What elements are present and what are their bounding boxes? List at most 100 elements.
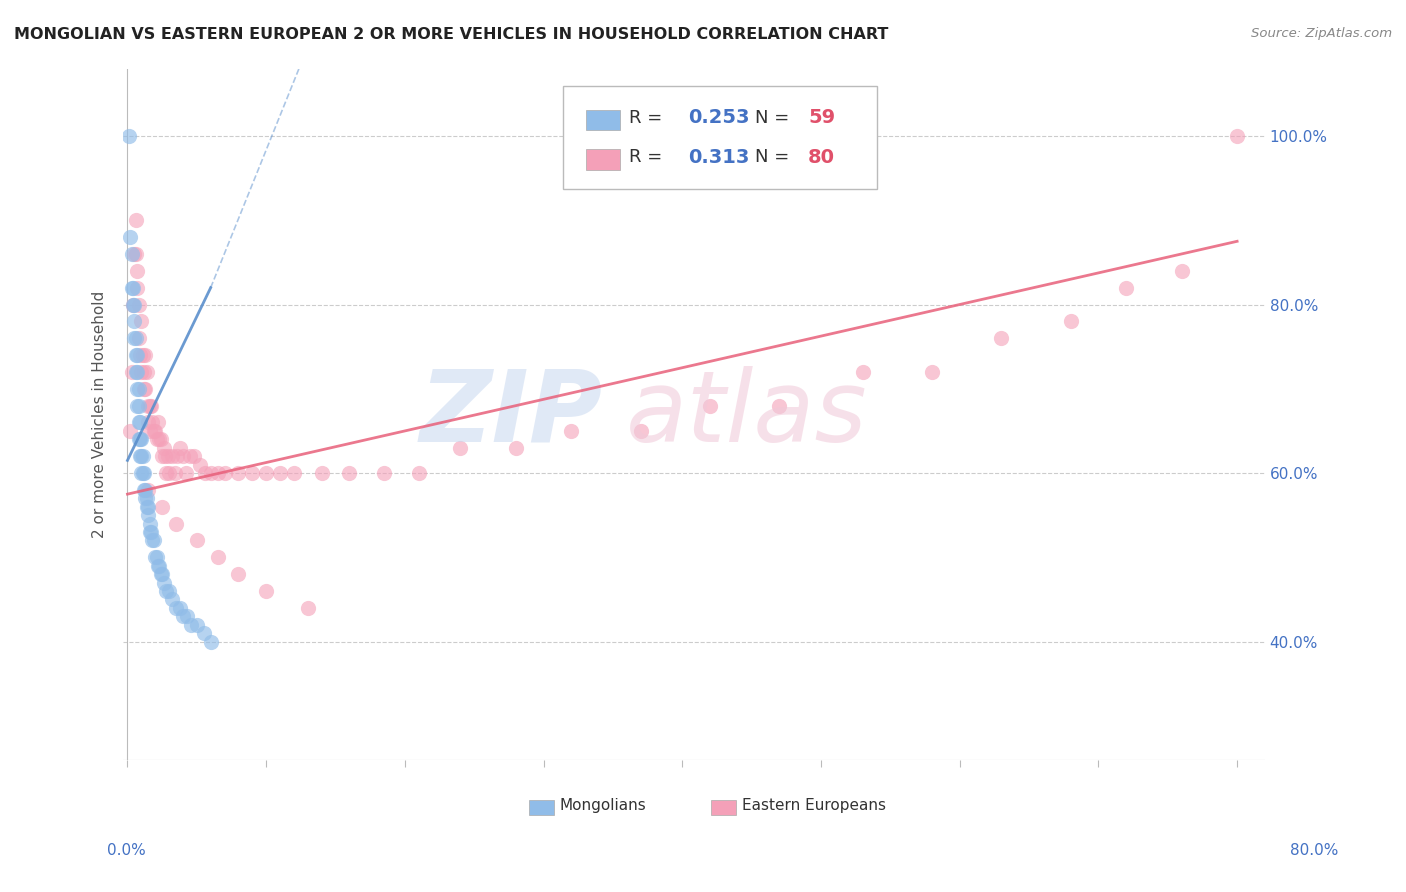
- Point: [160, 449, 183, 463]
- Point: [150, 567, 173, 582]
- Point: [127, 280, 149, 294]
- Point: [152, 441, 174, 455]
- Point: [125, 365, 148, 379]
- Point: [138, 524, 160, 539]
- Point: [132, 483, 155, 497]
- Point: [124, 297, 146, 311]
- Point: [125, 331, 148, 345]
- Point: [228, 466, 250, 480]
- Point: [129, 433, 152, 447]
- Point: [122, 297, 145, 311]
- Point: [1115, 280, 1137, 294]
- Point: [165, 601, 187, 615]
- Point: [921, 365, 943, 379]
- Point: [146, 558, 169, 573]
- Point: [125, 348, 148, 362]
- Point: [128, 382, 150, 396]
- Point: [1226, 128, 1249, 143]
- Point: [141, 533, 163, 548]
- Point: [131, 449, 153, 463]
- Point: [990, 331, 1012, 345]
- Point: [269, 466, 291, 480]
- Point: [150, 449, 173, 463]
- FancyBboxPatch shape: [711, 800, 737, 815]
- Point: [134, 382, 156, 396]
- Text: 0.253: 0.253: [689, 108, 749, 128]
- Point: [194, 466, 217, 480]
- FancyBboxPatch shape: [586, 149, 620, 169]
- Point: [135, 500, 157, 514]
- Point: [152, 575, 174, 590]
- Point: [132, 466, 155, 480]
- FancyBboxPatch shape: [529, 800, 554, 815]
- Point: [200, 634, 222, 648]
- Point: [207, 550, 229, 565]
- Point: [1170, 264, 1192, 278]
- Point: [449, 441, 471, 455]
- Point: [145, 550, 167, 565]
- Point: [166, 449, 188, 463]
- Point: [172, 609, 194, 624]
- Point: [214, 466, 236, 480]
- Point: [311, 466, 333, 480]
- Point: [132, 382, 155, 396]
- Point: [148, 433, 170, 447]
- Point: [136, 500, 159, 514]
- Point: [169, 601, 191, 615]
- Point: [186, 617, 208, 632]
- Text: 0.313: 0.313: [689, 148, 749, 167]
- Text: Source: ZipAtlas.com: Source: ZipAtlas.com: [1251, 27, 1392, 40]
- Point: [505, 441, 527, 455]
- Point: [172, 449, 194, 463]
- Point: [207, 466, 229, 480]
- Point: [132, 365, 155, 379]
- Point: [127, 348, 149, 362]
- Point: [157, 466, 180, 480]
- Point: [188, 458, 211, 472]
- Point: [129, 449, 152, 463]
- Point: [160, 592, 183, 607]
- Point: [141, 416, 163, 430]
- Point: [560, 424, 582, 438]
- Point: [155, 466, 177, 480]
- Point: [156, 449, 179, 463]
- Point: [630, 424, 652, 438]
- Point: [136, 399, 159, 413]
- Point: [183, 449, 205, 463]
- Point: [121, 247, 143, 261]
- Point: [179, 449, 201, 463]
- Point: [283, 466, 305, 480]
- Point: [120, 424, 142, 438]
- Point: [169, 441, 191, 455]
- Point: [128, 331, 150, 345]
- Text: R =: R =: [628, 148, 668, 167]
- Point: [153, 449, 176, 463]
- Point: [124, 247, 146, 261]
- Point: [131, 433, 153, 447]
- Point: [128, 297, 150, 311]
- Point: [132, 466, 155, 480]
- Point: [240, 466, 263, 480]
- Point: [186, 533, 208, 548]
- Point: [768, 399, 790, 413]
- FancyBboxPatch shape: [586, 110, 620, 130]
- Point: [146, 416, 169, 430]
- Point: [143, 424, 166, 438]
- Point: [254, 466, 277, 480]
- Text: 59: 59: [808, 108, 835, 128]
- Point: [131, 466, 153, 480]
- Point: [165, 516, 187, 531]
- Point: [174, 466, 197, 480]
- Text: Mongolians: Mongolians: [560, 798, 647, 814]
- Text: 0.0%: 0.0%: [107, 843, 146, 858]
- Point: [124, 314, 146, 328]
- Point: [142, 533, 165, 548]
- Point: [127, 264, 149, 278]
- Point: [138, 424, 160, 438]
- Point: [132, 348, 155, 362]
- Text: ZIP: ZIP: [420, 366, 603, 463]
- Point: [163, 466, 186, 480]
- Text: N =: N =: [755, 109, 794, 127]
- Point: [149, 433, 172, 447]
- Point: [148, 558, 170, 573]
